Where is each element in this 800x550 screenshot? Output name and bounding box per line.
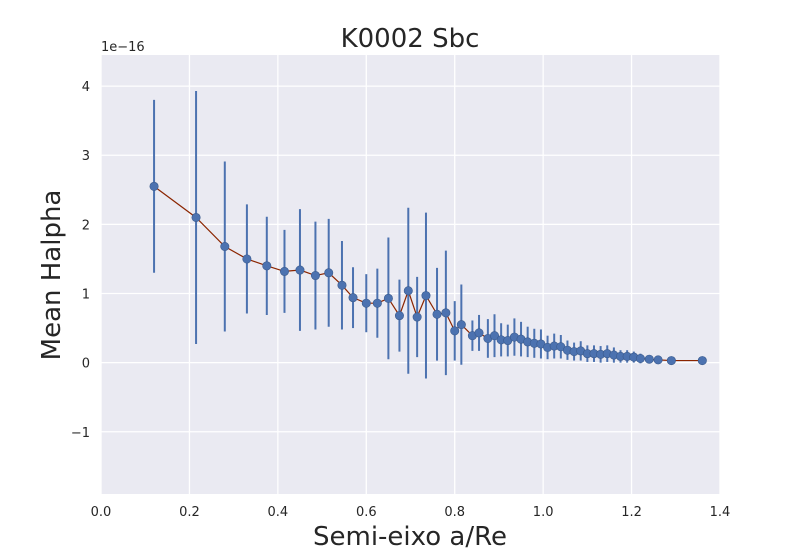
data-point [361, 298, 371, 308]
y-tick-label: −1 [71, 426, 90, 441]
data-point [653, 355, 663, 365]
y-tick-label: 1 [82, 288, 90, 303]
data-point [474, 328, 484, 338]
data-point [295, 265, 305, 275]
y-offset-label: 1e−16 [101, 40, 145, 55]
data-point [310, 271, 320, 281]
x-tick-label: 0.8 [444, 505, 465, 520]
data-point [262, 261, 272, 271]
data-point [666, 356, 676, 366]
data-point [394, 311, 404, 321]
x-tick-label: 1.0 [533, 505, 554, 520]
data-point [337, 280, 347, 290]
data-point [191, 212, 201, 222]
data-point [149, 181, 159, 191]
tick-labels: 0.0 0.2 0.4 0.6 0.8 1.0 1.2 1.4 −1 0 1 2 3 4 [71, 80, 731, 520]
x-axis-label: Semi-eixo a/Re [313, 522, 507, 550]
data-point [441, 308, 451, 318]
data-point [324, 268, 334, 278]
data-point [635, 353, 645, 363]
data-point [490, 331, 500, 341]
data-point [403, 286, 413, 296]
grid-lines [100, 55, 721, 494]
y-axis-label: Mean Halpha [37, 190, 67, 361]
y-tick-label: 3 [82, 149, 90, 164]
data-point [432, 309, 442, 319]
data-point [383, 293, 393, 303]
data-point [220, 242, 230, 252]
x-tick-label: 1.4 [710, 505, 731, 520]
data-points [149, 181, 707, 366]
data-point [348, 293, 358, 303]
x-tick-label: 0.4 [268, 505, 289, 520]
data-point [697, 356, 707, 366]
data-point [372, 298, 382, 308]
y-tick-label: 0 [82, 357, 90, 372]
data-point [450, 326, 460, 336]
data-point [279, 266, 289, 276]
plot-background [101, 55, 720, 494]
data-point [456, 320, 466, 330]
chart-title: K0002 Sbc [341, 24, 480, 54]
y-tick-label: 4 [82, 80, 90, 95]
data-point [421, 291, 431, 301]
data-point [242, 254, 252, 264]
y-tick-label: 2 [82, 218, 90, 233]
x-tick-label: 0.6 [356, 505, 377, 520]
x-tick-label: 0.0 [91, 505, 112, 520]
x-tick-label: 1.2 [621, 505, 642, 520]
x-tick-label: 0.2 [179, 505, 200, 520]
data-point [412, 312, 422, 322]
data-point [644, 354, 654, 364]
